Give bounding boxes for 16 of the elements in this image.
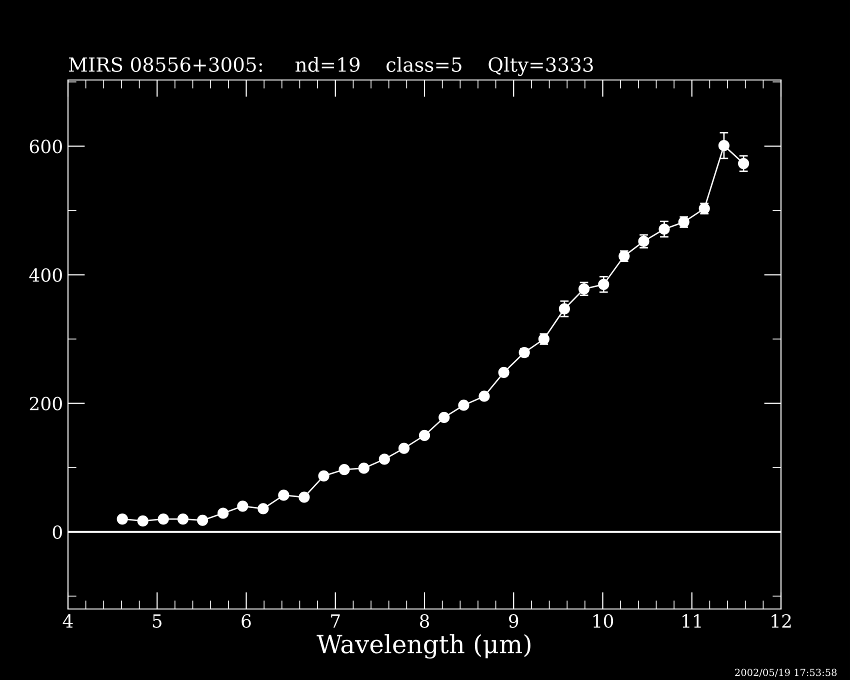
- x-tick-label: 6: [242, 614, 251, 628]
- y-tick-label: 400: [29, 268, 62, 282]
- x-tick-label: 7: [331, 614, 340, 628]
- x-axis-title: Wavelength (μm): [316, 634, 530, 659]
- y-tick-label: 0: [52, 525, 62, 539]
- y-tick-label: 200: [30, 396, 62, 410]
- x-tick-label: 10: [593, 614, 614, 628]
- text: 2002/05/19 17:53:58: [735, 668, 837, 677]
- x-tick-label: 9: [509, 614, 518, 628]
- x-tick-label: 11: [682, 614, 701, 628]
- y-tick-label: 600: [30, 140, 62, 154]
- x-tick-label: 4: [62, 614, 73, 628]
- x-tick-label: 5: [152, 614, 162, 628]
- x-tick-label: 8: [420, 614, 430, 628]
- x-tick-label: 12: [772, 614, 791, 628]
- chart-title: MIRS 08556+3005: nd=19 class=5 Qlty=3333: [68, 56, 593, 76]
